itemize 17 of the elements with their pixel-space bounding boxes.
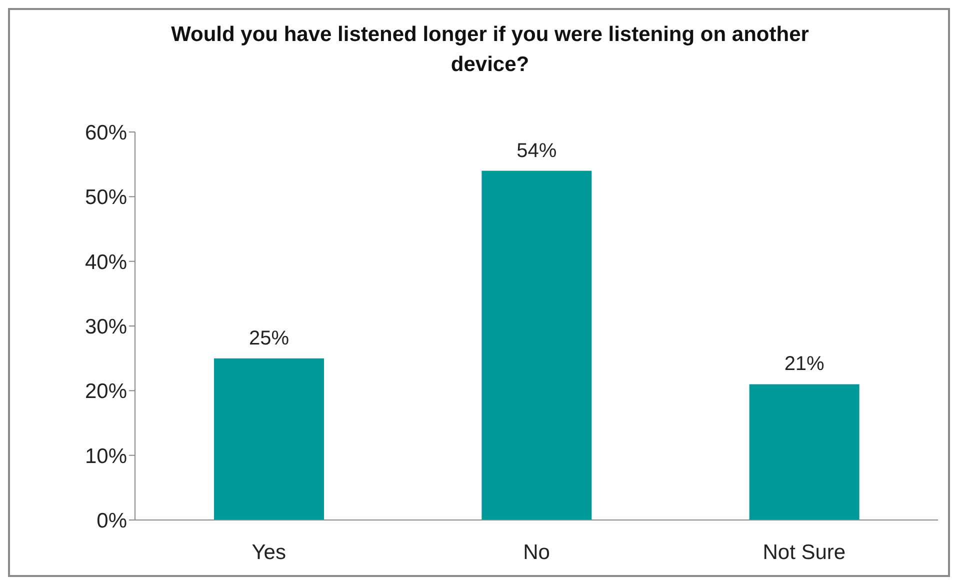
bar — [749, 384, 860, 520]
y-tick-label: 40% — [84, 250, 127, 274]
data-label: 54% — [516, 140, 557, 162]
bar — [214, 358, 324, 520]
x-tick-label: Not Sure — [762, 540, 846, 564]
data-label: 21% — [784, 353, 825, 376]
bar — [482, 170, 592, 520]
y-tick-label: 50% — [84, 186, 127, 210]
x-tick-label: No — [523, 540, 550, 564]
y-tick-label: 30% — [84, 315, 127, 338]
y-tick-label: 20% — [84, 380, 127, 404]
y-tick-label: 0% — [96, 509, 127, 532]
y-tick-label: 10% — [84, 444, 127, 468]
y-tick-label: 60% — [84, 121, 127, 144]
chart-title: Would you have listened longer if you were listening on another device? — [170, 22, 810, 78]
data-label: 25% — [248, 327, 290, 350]
x-tick-label: Yes — [252, 540, 286, 564]
